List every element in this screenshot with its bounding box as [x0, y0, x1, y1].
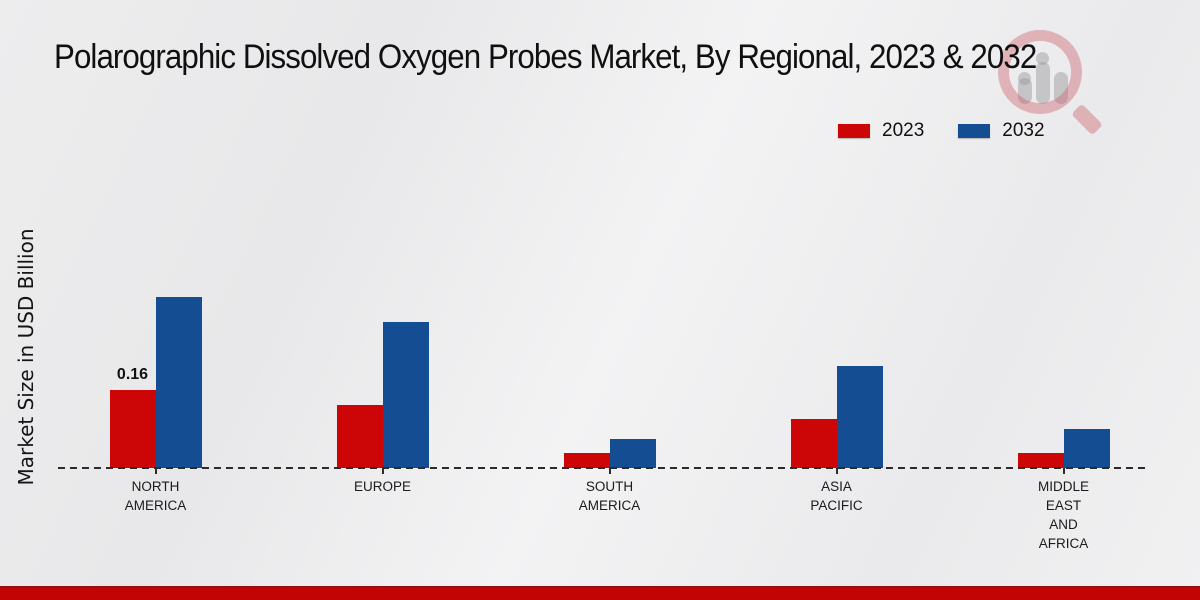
legend-swatch-2032	[958, 124, 991, 138]
bar-value-label: 0.16	[116, 366, 149, 383]
bar-2023-asia-pacific	[790, 419, 837, 468]
bar-2032-europe	[382, 322, 429, 468]
x-axis-category-label: EUROPE	[353, 479, 411, 494]
bar-2023-north-america	[109, 390, 156, 468]
bar-2023-south-america	[563, 453, 610, 468]
x-axis-category-label: ASIA PACIFIC	[810, 479, 863, 513]
x-axis-tick	[154, 468, 157, 474]
legend-label-2032: 2032	[1002, 120, 1045, 141]
brand-logo-watermark	[988, 26, 1104, 142]
bar-2032-asia-pacific	[836, 366, 883, 468]
legend-label-2023: 2023	[882, 120, 925, 141]
bar-2032-south-america	[609, 439, 656, 468]
x-axis-category-label: MIDDLE EAST AND AFRICA	[1037, 479, 1089, 551]
magnifier-handle-icon	[1071, 103, 1103, 136]
chart-title: Polarographic Dissolved Oxygen Probes Ma…	[54, 38, 1037, 76]
legend-swatch-2023	[838, 124, 870, 138]
x-axis-category-label: SOUTH AMERICA	[578, 479, 641, 513]
x-axis-tick	[381, 468, 384, 474]
footer-accent-bar	[0, 586, 1200, 600]
x-axis-baseline	[58, 467, 1146, 469]
bar-2023-middle-east-and-africa	[1017, 453, 1064, 468]
legend: 2023 2032	[838, 120, 1045, 142]
bar-2032-north-america	[155, 297, 202, 468]
x-axis-tick	[608, 468, 611, 474]
x-axis-category-label: NORTH AMERICA	[124, 479, 187, 513]
x-axis-tick	[1062, 468, 1065, 474]
magnifier-ring-icon	[998, 30, 1082, 114]
y-axis-label: Market Size in USD Billion	[14, 228, 38, 486]
bar-2023-europe	[336, 405, 383, 468]
x-axis-tick	[835, 468, 838, 474]
bar-2032-middle-east-and-africa	[1063, 429, 1110, 468]
